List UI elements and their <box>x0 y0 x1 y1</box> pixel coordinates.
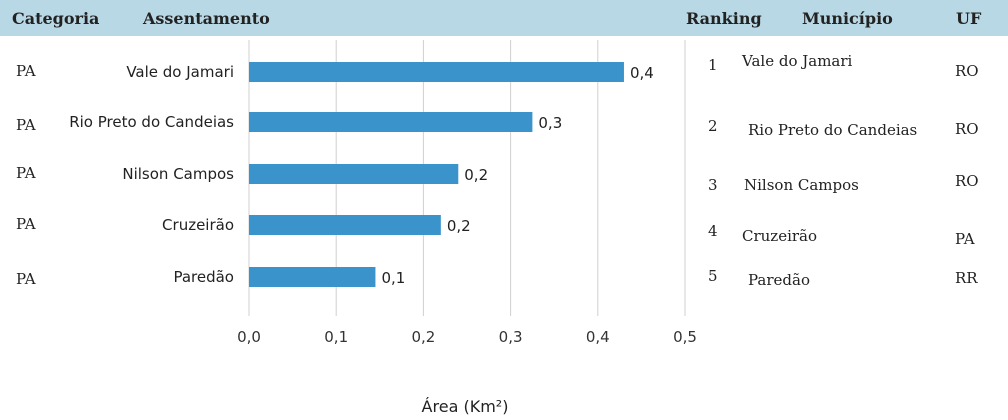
bar <box>249 62 624 82</box>
bar <box>249 164 459 184</box>
header-categoria: Categoria <box>12 9 100 28</box>
header-assentamento: Assentamento <box>143 9 270 28</box>
data-label: 0,3 <box>538 114 562 132</box>
header-uf: UF <box>956 9 982 28</box>
bar <box>249 215 441 235</box>
x-tick-label: 0,3 <box>499 328 523 346</box>
uf-cell: PA <box>955 230 975 248</box>
bar <box>249 112 533 132</box>
header-municipio: Município <box>802 9 893 28</box>
categoria-cell: PA <box>16 215 36 233</box>
municipio-cell: Nilson Campos <box>744 176 859 194</box>
municipio-cell: Rio Preto do Candeias <box>748 121 918 139</box>
x-tick-label: 0,4 <box>586 328 610 346</box>
data-label: 0,2 <box>464 166 488 184</box>
category-label: Nilson Campos <box>122 165 234 183</box>
category-label: Vale do Jamari <box>126 63 234 81</box>
ranking-cell: 5 <box>708 267 718 285</box>
categoria-cell: PA <box>16 164 36 182</box>
header-ranking: Ranking <box>686 9 762 28</box>
category-label: Rio Preto do Candeias <box>69 113 234 131</box>
x-tick-label: 0,1 <box>324 328 348 346</box>
uf-cell: RR <box>955 269 978 287</box>
x-tick-label: 0,0 <box>237 328 261 346</box>
category-label: Cruzeirão <box>162 216 234 234</box>
data-label: 0,4 <box>630 64 654 82</box>
municipio-cell: Vale do Jamari <box>742 52 853 70</box>
uf-cell: RO <box>955 172 979 190</box>
ranking-cell: 3 <box>708 176 718 194</box>
municipio-cell: Cruzeirão <box>742 227 818 245</box>
data-label: 0,1 <box>381 269 405 287</box>
x-tick-label: 0,5 <box>673 328 697 346</box>
uf-cell: RO <box>955 62 979 80</box>
x-tick-label: 0,2 <box>411 328 435 346</box>
uf-cell: RO <box>955 120 979 138</box>
ranking-cell: 1 <box>708 56 718 74</box>
ranking-cell: 2 <box>708 117 718 135</box>
x-axis-label: Área (Km²) <box>422 397 509 416</box>
categoria-cell: PA <box>16 62 36 80</box>
ranking-cell: 4 <box>708 222 718 240</box>
data-label: 0,2 <box>447 217 471 235</box>
categoria-cell: PA <box>16 270 36 288</box>
municipio-cell: Paredão <box>748 271 810 289</box>
category-label: Paredão <box>173 268 234 286</box>
categoria-cell: PA <box>16 116 36 134</box>
header-band <box>0 0 1008 36</box>
bar <box>249 267 376 287</box>
